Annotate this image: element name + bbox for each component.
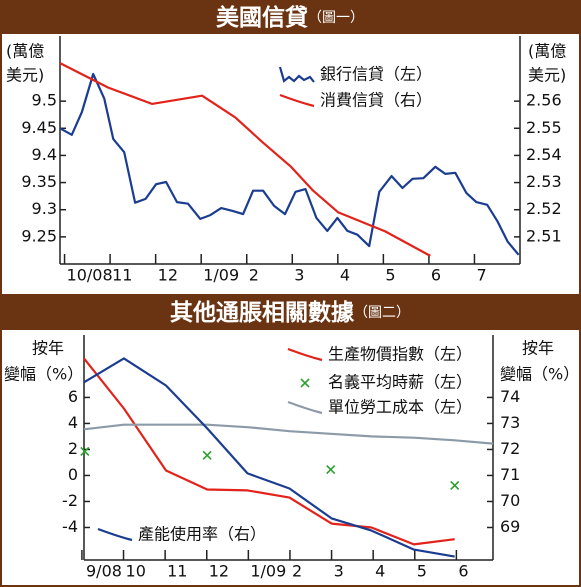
x-tick-label: 12 — [158, 266, 178, 285]
y2-tick-label: 2.54 — [526, 145, 562, 164]
legend-label: 名義平均時薪（左） — [328, 373, 472, 392]
title-bar — [0, 294, 581, 330]
y-tick-label: 9.45 — [21, 118, 57, 137]
subtitle-text: （圖二） — [354, 305, 410, 321]
x-tick-label: 10/08 — [67, 266, 113, 285]
x-tick-label: 5 — [385, 266, 395, 285]
y2-axis-label: (萬億 — [528, 42, 566, 61]
legend-swatch — [287, 347, 323, 362]
y2-tick-label: 2.56 — [526, 91, 562, 110]
x-tick-label: 1/09 — [250, 562, 286, 581]
x-tick-label: 2 — [292, 562, 302, 581]
y-tick-label: 9.35 — [21, 172, 57, 191]
legend-swatch — [279, 93, 315, 108]
y-tick-label: 9.3 — [32, 199, 57, 218]
x-tick-label: 6 — [458, 562, 468, 581]
legend-label: 產能使用率（右） — [138, 525, 266, 544]
legend-label: 銀行信貸（左） — [320, 65, 432, 84]
x-tick-label: 4 — [340, 266, 350, 285]
y2-tick-label: 2.52 — [526, 199, 562, 218]
legend-swatch — [300, 378, 310, 388]
data-line — [83, 423, 494, 445]
x-tick-label: 10 — [126, 562, 146, 581]
y-tick-label: -4 — [62, 517, 78, 536]
y2-axis-label: 變幅（%） — [500, 365, 579, 384]
legend-label: 生產物價指數（左） — [328, 345, 472, 364]
data-marker — [80, 446, 90, 456]
data-line — [59, 62, 431, 257]
y2-tick-label: 2.53 — [526, 172, 562, 191]
y-axis-label: 變幅（%） — [4, 365, 83, 384]
data-line — [83, 357, 455, 558]
x-tick-label: 6 — [431, 266, 441, 285]
x-tick-label: 7 — [476, 266, 486, 285]
y-axis-label: 美元) — [6, 66, 44, 85]
y-tick-label: 0 — [68, 465, 78, 484]
x-tick-label: 3 — [334, 562, 344, 581]
y2-tick-label: 71 — [500, 465, 520, 484]
legend-swatch — [278, 66, 315, 83]
y2-tick-label: 69 — [500, 517, 520, 536]
y-tick-label: 9.4 — [32, 145, 57, 164]
y-tick-label: 2 — [68, 439, 78, 458]
legend-swatch — [97, 527, 133, 542]
subtitle-text: （圖一） — [308, 10, 364, 26]
legend-label: 消費信貸（右） — [320, 91, 432, 110]
title-text: 美國信貸 — [216, 4, 308, 31]
data-line — [59, 72, 520, 256]
x-tick-label: 12 — [209, 562, 229, 581]
y-tick-label: 6 — [68, 387, 78, 406]
y2-axis-label: 美元) — [528, 66, 566, 85]
data-marker — [450, 480, 460, 491]
x-tick-label: 3 — [294, 266, 304, 285]
x-tick-label: 2 — [249, 266, 259, 285]
y2-axis-label: 按年 — [522, 339, 554, 358]
y-tick-label: 4 — [68, 413, 78, 432]
y-tick-label: -2 — [62, 491, 78, 510]
x-tick-label: 9/08 — [86, 562, 122, 581]
x-tick-label: 11 — [112, 266, 132, 285]
y-axis-label: 按年 — [32, 339, 64, 358]
chart-title: 美國信貸（圖一） — [216, 4, 364, 31]
data-marker — [202, 450, 212, 460]
y-tick-label: 9.25 — [21, 226, 57, 245]
y2-tick-label: 73 — [500, 413, 520, 432]
x-tick-label: 4 — [375, 562, 385, 581]
y2-tick-label: 2.55 — [526, 118, 562, 137]
x-tick-label: 1/09 — [203, 266, 239, 285]
data-line — [83, 357, 455, 546]
x-tick-label: 11 — [167, 562, 187, 581]
y2-tick-label: 74 — [500, 387, 520, 406]
y2-tick-label: 72 — [500, 439, 520, 458]
y2-tick-label: 70 — [500, 491, 520, 510]
y-axis-label: (萬億 — [6, 42, 44, 61]
title-text: 其他通脹相關數據 — [170, 300, 355, 326]
y2-tick-label: 2.51 — [526, 226, 562, 245]
y-tick-label: 9.5 — [32, 91, 57, 110]
x-tick-label: 5 — [417, 562, 427, 581]
legend-swatch — [287, 400, 323, 415]
legend-label: 單位勞工成本（左） — [328, 398, 472, 417]
data-marker — [326, 465, 336, 475]
title-bar — [0, 0, 581, 34]
chart-title: 其他通脹相關數據（圖二） — [170, 300, 410, 326]
